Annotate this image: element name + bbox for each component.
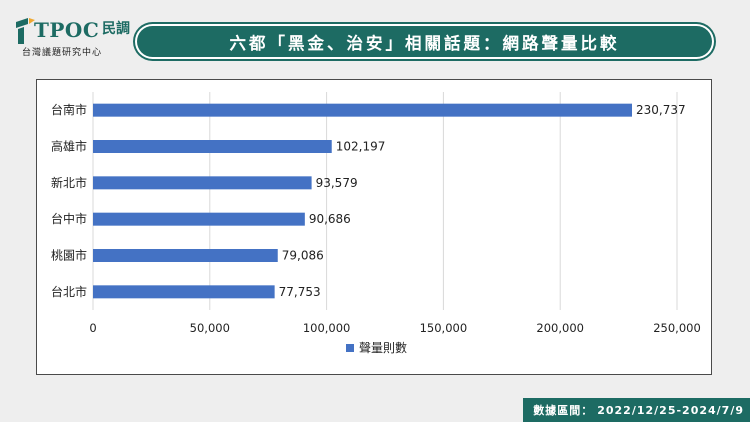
x-tick-label: 150,000 — [420, 321, 468, 335]
chart-frame: 0 50,000 100,000 150,000 200,000 250,000 台南市 23… — [36, 79, 712, 375]
date-range-footer: 數據區間： 2022/12/25-2024/7/9 — [523, 398, 750, 422]
x-tick-label: 50,000 — [190, 321, 230, 335]
footer-range: 2022/12/25-2024/7/9 — [597, 404, 744, 417]
logo-text: TPOC — [34, 18, 100, 42]
logo-mark-icon — [16, 18, 35, 44]
data-label: 77,753 — [279, 285, 321, 299]
legend-swatch — [346, 344, 354, 352]
data-label: 230,737 — [636, 103, 686, 117]
legend-label: 聲量則數 — [359, 340, 407, 355]
bar — [93, 249, 278, 262]
category-label: 台南市 — [51, 102, 87, 117]
bar-chart: 0 50,000 100,000 150,000 200,000 250,000 台南市 23… — [51, 92, 701, 355]
logo-subtitle: 台灣議題研究中心 — [22, 48, 103, 58]
x-tick-label: 100,000 — [303, 321, 351, 335]
category-label: 高雄市 — [51, 139, 87, 154]
page-title: 六都「黑金、治安」相關話題：網路聲量比較 — [229, 33, 620, 53]
bar — [93, 212, 305, 226]
x-tick-label: 250,000 — [653, 321, 701, 335]
category-label: 桃園市 — [51, 248, 87, 263]
footer-label: 數據區間： — [533, 404, 594, 417]
title-banner: 六都「黑金、治安」相關話題：網路聲量比較 — [137, 26, 712, 57]
data-label: 90,686 — [309, 212, 351, 226]
bar — [93, 285, 275, 299]
category-label: 新北市 — [51, 175, 87, 190]
x-tick-label: 0 — [89, 321, 96, 335]
tpoc-logo: TPOC 民調 台灣議題研究中心 — [14, 14, 132, 62]
bar — [93, 103, 633, 117]
logo-glyph: 民調 — [102, 21, 130, 37]
category-label: 台北市 — [51, 284, 87, 299]
bar — [93, 140, 332, 153]
data-label: 79,086 — [282, 249, 324, 263]
data-label: 102,197 — [336, 140, 386, 154]
category-label: 台中市 — [51, 211, 87, 226]
x-tick-label: 200,000 — [536, 321, 584, 335]
data-label: 93,579 — [316, 176, 358, 190]
bar — [93, 176, 312, 190]
